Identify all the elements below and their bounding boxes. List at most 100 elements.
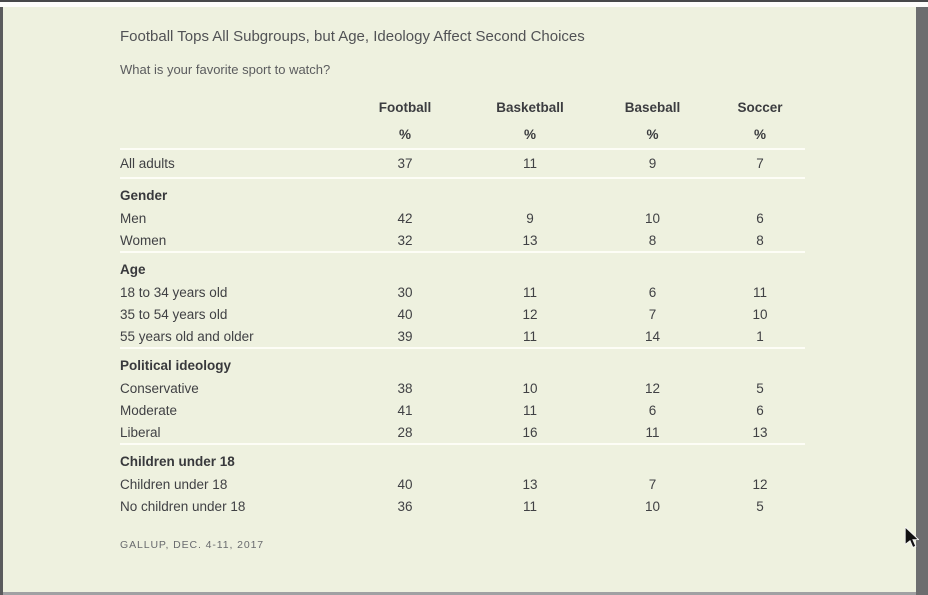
cell-value: 10 <box>644 210 661 226</box>
section-separator <box>120 443 805 445</box>
section-separator <box>120 177 805 179</box>
table-body: All adults 37 11 9 7 Gender Men 42 9 10 6 Women 32 13… <box>120 148 805 517</box>
table-row: Conservative 38 10 12 5 <box>120 377 805 399</box>
page-top-margin <box>0 2 928 7</box>
section-separator <box>120 148 805 150</box>
cell-value: 11 <box>645 424 660 440</box>
cell-value: 9 <box>526 210 534 226</box>
row-label: 18 to 34 years old <box>120 284 228 300</box>
unit-percent: % <box>398 127 411 142</box>
column-header-baseball: Baseball <box>624 100 681 115</box>
column-header-football: Football <box>378 100 432 115</box>
unit-percent: % <box>523 127 536 142</box>
row-label: Moderate <box>120 402 178 418</box>
table-row: Women 32 13 8 8 <box>120 229 805 251</box>
cell-value: 7 <box>756 156 764 171</box>
cell-value: 12 <box>644 380 661 396</box>
cell-value: 36 <box>397 498 413 514</box>
cell-value: 11 <box>752 284 767 300</box>
section-header-row: Children under 18 <box>120 445 805 473</box>
cell-value: 12 <box>752 476 768 492</box>
cell-value: 7 <box>648 476 657 492</box>
cell-value: 6 <box>648 284 657 300</box>
mouse-cursor <box>905 527 919 549</box>
section-separator <box>120 251 805 253</box>
row-label: Women <box>120 232 167 248</box>
gallup-table-card: Football Tops All Subgroups, but Age, Id… <box>120 0 805 595</box>
cell-value: 28 <box>397 424 413 440</box>
cell-value: 40 <box>397 476 413 492</box>
section-header: Children under 18 <box>120 454 235 469</box>
section-header-row: Political ideology <box>120 349 805 377</box>
cell-value: 13 <box>752 424 768 440</box>
cell-value: 7 <box>648 306 657 322</box>
table-row: Liberal 28 16 11 13 <box>120 421 805 443</box>
row-label: 55 years old and older <box>120 328 254 344</box>
column-header-row: Football Basketball Baseball Soccer <box>120 94 805 121</box>
cell-value: 40 <box>397 306 413 322</box>
cell-value: 38 <box>397 380 413 396</box>
source-note: GALLUP, DEC. 4-11, 2017 <box>120 539 265 551</box>
survey-question: What is your favorite sport to watch? <box>120 62 331 77</box>
cell-value: 6 <box>648 402 657 418</box>
table-row: Men 42 9 10 6 <box>120 207 805 229</box>
table-row: Moderate 41 11 6 6 <box>120 399 805 421</box>
cell-value: 41 <box>397 402 413 418</box>
cell-value: 5 <box>756 498 764 514</box>
table-row: 35 to 54 years old 40 12 7 10 <box>120 303 805 325</box>
cell-value: 32 <box>397 232 413 248</box>
row-label: Conservative <box>120 380 199 396</box>
window-top-border <box>0 0 928 2</box>
cell-value: 42 <box>397 210 413 226</box>
cell-value: 8 <box>756 232 764 248</box>
section-header-row: Age <box>120 253 805 281</box>
cell-value: 11 <box>522 498 537 514</box>
row-label: Liberal <box>120 424 161 440</box>
table-row: 18 to 34 years old 30 11 6 11 <box>120 281 805 303</box>
column-header-basketball: Basketball <box>496 100 564 115</box>
cell-value: 11 <box>522 284 537 300</box>
cell-value: 11 <box>522 328 537 344</box>
table-row: All adults 37 11 9 7 <box>120 150 805 177</box>
unit-percent: % <box>646 127 659 142</box>
cell-value: 6 <box>756 210 764 226</box>
cell-value: 13 <box>522 232 538 248</box>
row-label: Children under 18 <box>120 476 228 492</box>
section-header: Gender <box>120 188 168 203</box>
cell-value: 39 <box>397 328 413 344</box>
table-row: 55 years old and older 39 11 14 1 <box>120 325 805 347</box>
cell-value: 14 <box>644 328 661 344</box>
table-row: No children under 18 36 11 10 5 <box>120 495 805 517</box>
row-label: All adults <box>120 156 175 171</box>
cell-value: 10 <box>522 380 538 396</box>
unit-row: % % % % <box>120 121 805 148</box>
section-header: Political ideology <box>120 358 232 373</box>
cell-value: 16 <box>522 424 538 440</box>
unit-percent: % <box>753 127 766 142</box>
table-row: Children under 18 40 13 7 12 <box>120 473 805 495</box>
section-separator <box>120 347 805 349</box>
cell-value: 5 <box>756 380 764 396</box>
cell-value: 37 <box>397 156 413 171</box>
row-label: 35 to 54 years old <box>120 306 228 322</box>
data-table: Football Basketball Baseball Soccer % % … <box>120 94 805 517</box>
cell-value: 8 <box>648 232 657 248</box>
cell-value: 13 <box>522 476 538 492</box>
window-bottom-border <box>0 592 928 595</box>
window-left-border <box>0 7 3 595</box>
row-label: No children under 18 <box>120 498 246 514</box>
section-header-row: Gender <box>120 179 805 207</box>
column-header-soccer: Soccer <box>737 100 783 115</box>
cell-value: 6 <box>756 402 764 418</box>
cell-value: 1 <box>756 328 764 344</box>
scrollbar-track[interactable] <box>916 7 928 595</box>
cell-value: 12 <box>522 306 538 322</box>
cell-value: 11 <box>522 156 537 171</box>
section-header: Age <box>120 262 146 277</box>
cell-value: 9 <box>648 156 657 171</box>
cell-value: 10 <box>644 498 661 514</box>
row-label: Men <box>120 210 147 226</box>
cell-value: 10 <box>752 306 768 322</box>
cell-value: 11 <box>522 402 537 418</box>
